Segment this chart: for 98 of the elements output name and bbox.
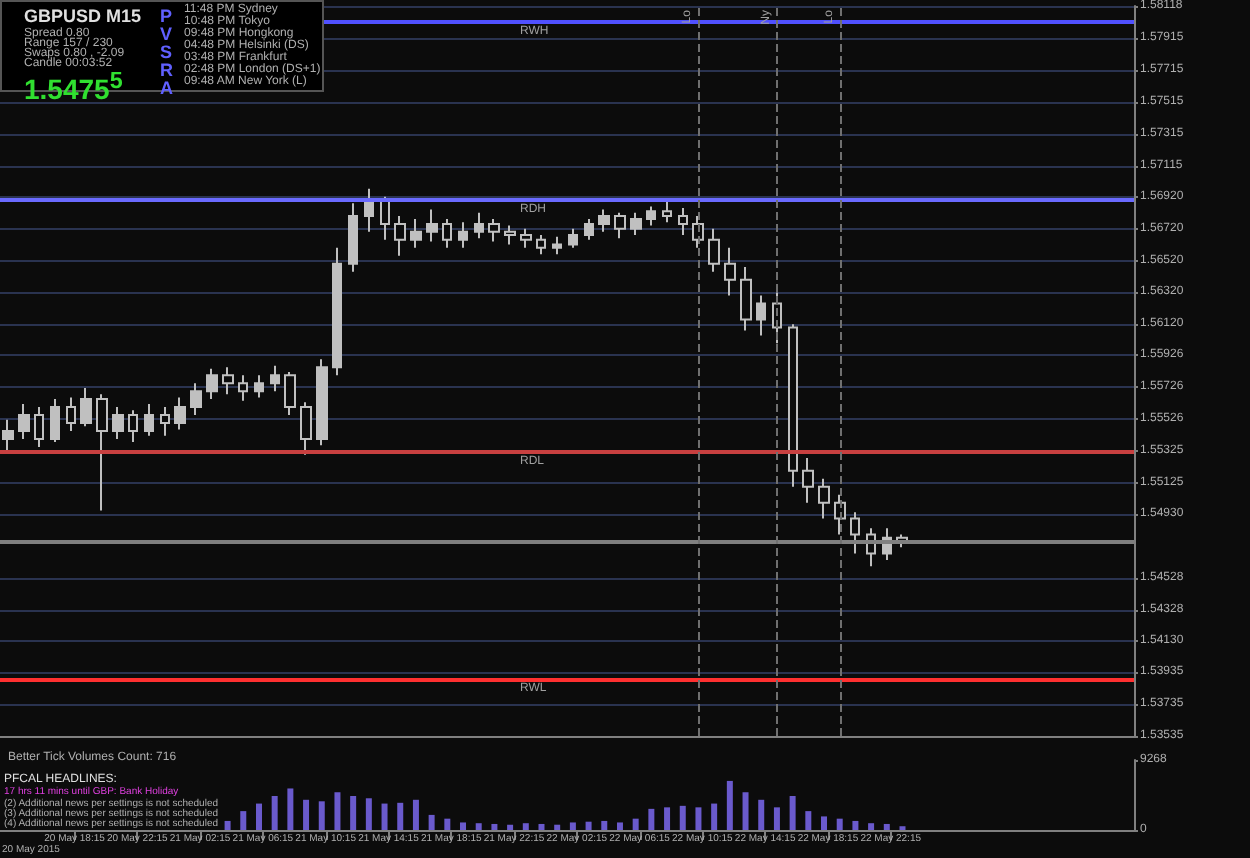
candlestick xyxy=(536,234,546,256)
annotation: PVSRA xyxy=(160,6,175,98)
bar xyxy=(805,811,812,830)
candlestick xyxy=(802,457,814,504)
candlestick xyxy=(552,235,562,256)
candlestick xyxy=(678,206,688,237)
bar xyxy=(711,803,718,830)
bar xyxy=(773,807,780,830)
candlestick xyxy=(756,294,766,337)
candlestick xyxy=(222,366,234,396)
bar xyxy=(868,823,875,830)
candlestick xyxy=(474,211,484,240)
bar xyxy=(287,788,294,830)
bar xyxy=(585,821,592,830)
bar xyxy=(664,807,671,830)
bar xyxy=(522,823,529,830)
candlestick xyxy=(380,195,390,241)
bar xyxy=(255,803,262,830)
candlestick xyxy=(112,406,124,440)
bar xyxy=(758,799,765,830)
bar xyxy=(601,820,608,830)
candlestick xyxy=(128,409,138,444)
bar xyxy=(554,824,561,830)
candlestick xyxy=(630,211,642,237)
candlestick xyxy=(458,221,468,249)
candlestick xyxy=(662,199,672,224)
candlestick xyxy=(442,218,452,249)
bar xyxy=(397,802,404,830)
bar xyxy=(412,799,419,830)
candlestick xyxy=(18,402,30,440)
candlestick xyxy=(426,208,438,243)
bar xyxy=(726,780,733,830)
candlestick xyxy=(80,386,92,428)
candlestick xyxy=(584,218,594,241)
bar xyxy=(695,807,702,830)
bar xyxy=(381,803,388,830)
candlestick xyxy=(394,214,406,257)
candlestick xyxy=(504,224,516,246)
candlestick xyxy=(708,227,720,273)
candlestick xyxy=(270,364,280,393)
candlestick xyxy=(364,187,374,233)
chart-title: GBPUSD M15 xyxy=(24,6,142,26)
candlestick xyxy=(238,374,248,402)
bar xyxy=(318,801,325,830)
candlestick xyxy=(2,418,14,453)
bar xyxy=(569,822,576,830)
candlestick xyxy=(50,398,60,444)
bar xyxy=(444,818,451,830)
bar xyxy=(334,792,341,830)
bar xyxy=(821,816,828,830)
bar xyxy=(365,798,372,830)
bar xyxy=(883,823,890,830)
candlestick xyxy=(96,393,108,512)
bar xyxy=(271,796,278,830)
candlestick xyxy=(598,208,610,233)
candlestick xyxy=(332,246,342,377)
bar xyxy=(632,818,639,830)
candlestick xyxy=(160,406,170,437)
candlestick xyxy=(410,218,422,249)
bar xyxy=(475,823,482,830)
bar xyxy=(742,792,749,830)
bar xyxy=(836,818,843,830)
candlestick xyxy=(254,374,264,399)
bar xyxy=(616,822,623,830)
candlestick xyxy=(206,367,218,401)
candlestick xyxy=(740,265,752,332)
bar xyxy=(852,820,859,830)
bar xyxy=(224,820,231,830)
bar xyxy=(789,796,796,830)
candlestick xyxy=(284,371,296,417)
bar xyxy=(538,823,545,830)
candlestick xyxy=(520,227,532,249)
bar xyxy=(679,805,686,830)
bar xyxy=(460,822,467,830)
bar xyxy=(491,823,498,830)
bar xyxy=(350,796,357,830)
candlestick xyxy=(300,401,312,456)
candlestick xyxy=(646,205,656,227)
bar xyxy=(428,814,435,830)
candlestick xyxy=(614,211,626,240)
candlestick xyxy=(190,382,202,417)
candlestick xyxy=(34,406,44,448)
bar xyxy=(648,808,655,830)
bar xyxy=(240,811,247,830)
candlestick xyxy=(144,402,154,437)
annotation: 1.5475$^{5}$ xyxy=(24,68,123,106)
bar xyxy=(303,799,310,830)
candlestick xyxy=(66,396,76,432)
candlestick xyxy=(818,477,830,520)
bar xyxy=(507,824,514,830)
candlestick xyxy=(788,323,798,488)
candlestick xyxy=(850,511,860,555)
candlestick xyxy=(348,202,358,273)
candlestick xyxy=(488,218,500,243)
candlestick xyxy=(724,246,736,297)
candlestick xyxy=(568,227,578,249)
candlestick xyxy=(174,396,186,431)
candlestick xyxy=(316,358,328,447)
